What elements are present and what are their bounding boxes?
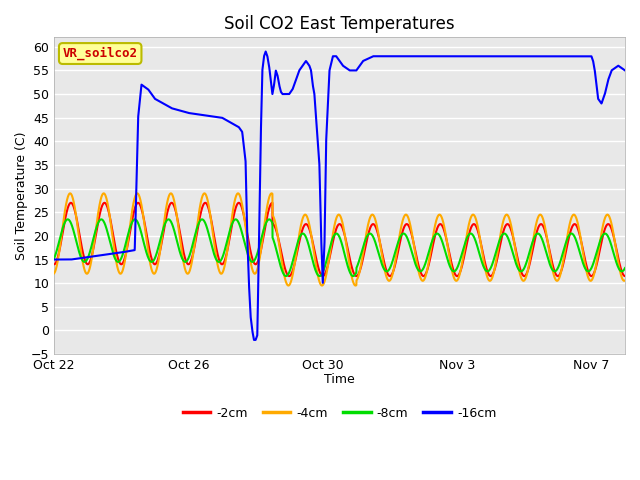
- Title: Soil CO2 East Temperatures: Soil CO2 East Temperatures: [224, 15, 455, 33]
- Legend: -2cm, -4cm, -8cm, -16cm: -2cm, -4cm, -8cm, -16cm: [177, 402, 502, 424]
- Text: VR_soilco2: VR_soilco2: [63, 47, 138, 60]
- Y-axis label: Soil Temperature (C): Soil Temperature (C): [15, 132, 28, 260]
- X-axis label: Time: Time: [324, 373, 355, 386]
